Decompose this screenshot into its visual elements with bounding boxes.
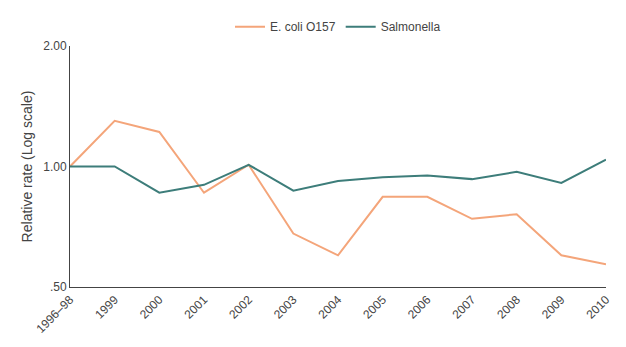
svg-text:2008: 2008 <box>494 293 523 322</box>
svg-text:2000: 2000 <box>137 293 166 322</box>
svg-text:2004: 2004 <box>316 293 345 322</box>
svg-text:2001: 2001 <box>182 293 211 322</box>
svg-text:Salmonella: Salmonella <box>381 20 441 34</box>
svg-text:Relative rate (Log scale): Relative rate (Log scale) <box>19 91 35 243</box>
svg-text:2009: 2009 <box>539 293 568 322</box>
svg-text:2010: 2010 <box>584 293 613 322</box>
svg-text:.50: .50 <box>50 280 67 294</box>
svg-text:2006: 2006 <box>405 293 434 322</box>
svg-text:1.00: 1.00 <box>43 160 67 174</box>
svg-text:1999: 1999 <box>92 293 121 322</box>
svg-text:2003: 2003 <box>271 293 300 322</box>
svg-text:2005: 2005 <box>360 293 389 322</box>
svg-text:2002: 2002 <box>226 293 255 322</box>
svg-text:2.00: 2.00 <box>43 39 67 53</box>
svg-text:2007: 2007 <box>450 293 479 322</box>
svg-text:E. coli O157: E. coli O157 <box>270 20 336 34</box>
svg-text:1996–98: 1996–98 <box>33 293 76 336</box>
